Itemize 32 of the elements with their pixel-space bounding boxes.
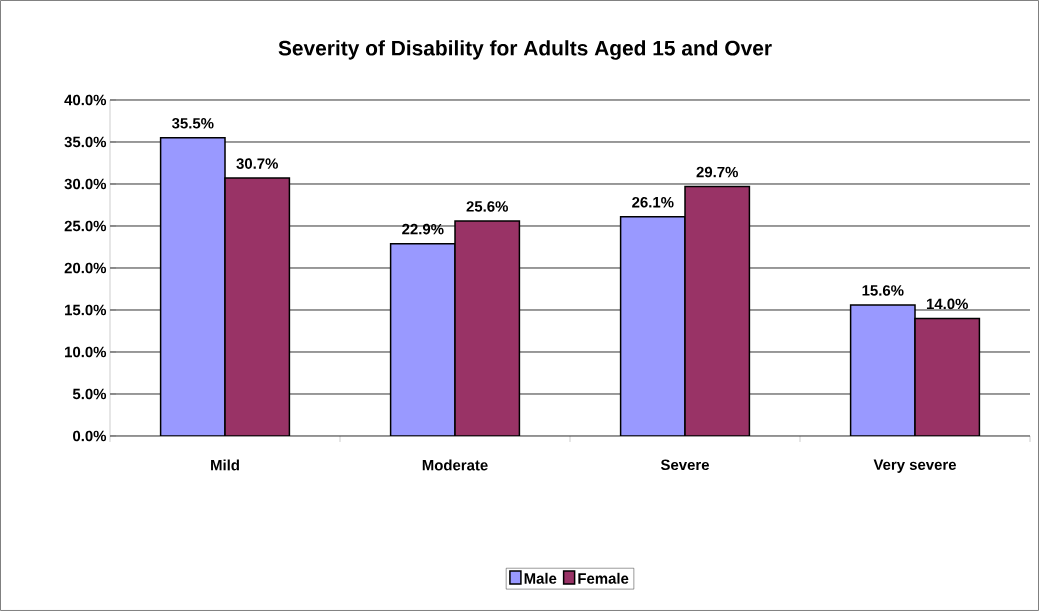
bar <box>684 185 751 436</box>
data-label: 26.1% <box>632 196 674 208</box>
bar <box>224 177 291 436</box>
data-label: 25.6% <box>466 201 508 212</box>
data-label: 30.7% <box>236 158 278 169</box>
data-label: 14.0% <box>926 298 968 310</box>
y-tick-label: 40.0% <box>64 94 107 106</box>
bar <box>454 220 521 436</box>
y-tick-label: 30.0% <box>64 178 107 190</box>
y-tick-label: 0.0% <box>73 430 107 442</box>
chart-title: Severity of Disability for Adults Aged 15 and Over <box>278 40 772 60</box>
y-tick-label: 5.0% <box>72 388 107 400</box>
bar <box>159 137 226 436</box>
bar <box>849 304 916 436</box>
bar <box>389 242 456 436</box>
legend-label: Female <box>578 572 629 584</box>
bar <box>619 216 686 436</box>
x-tick-label: Very severe <box>873 459 957 473</box>
x-tick-label: Mild <box>211 459 239 471</box>
data-label: 22.9% <box>402 223 444 235</box>
y-tick-label: 20.0% <box>64 262 107 274</box>
y-tick-label: 35.0% <box>64 136 107 148</box>
x-tick-label: Moderate <box>422 459 488 471</box>
y-tick-label: 10.0% <box>65 346 107 358</box>
x-tick-label: Severe <box>660 459 709 471</box>
data-label: 35.5% <box>171 117 214 129</box>
bar <box>914 317 981 436</box>
data-label: 29.7% <box>696 166 738 178</box>
legend-label: Male <box>524 572 557 584</box>
y-tick-label: 25.0% <box>64 220 107 232</box>
y-tick-label: 15.0% <box>65 304 107 316</box>
data-label: 15.6% <box>862 285 904 296</box>
